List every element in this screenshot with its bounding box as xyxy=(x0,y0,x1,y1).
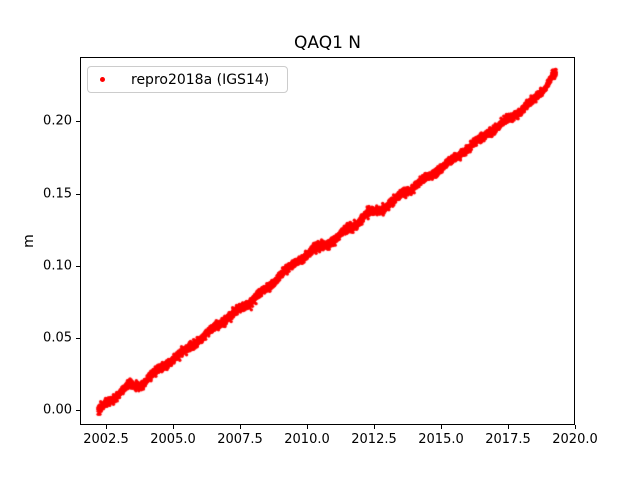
scatter-plot-area xyxy=(80,57,575,425)
x-tick-mark xyxy=(106,425,107,429)
x-tick-label: 2017.5 xyxy=(485,432,531,447)
y-tick-label: 0.20 xyxy=(43,113,72,129)
y-tick-mark xyxy=(76,265,80,267)
y-tick-label: 0.05 xyxy=(43,330,72,346)
x-tick-label: 2007.5 xyxy=(217,432,263,447)
x-tick-label: 2002.5 xyxy=(83,432,129,447)
x-tick-mark xyxy=(575,425,576,429)
x-tick-mark xyxy=(307,425,308,429)
x-tick-mark xyxy=(173,425,174,429)
x-tick-mark xyxy=(508,425,509,429)
legend-marker-dot-icon xyxy=(100,77,105,82)
y-tick-label: 0.00 xyxy=(43,402,72,418)
y-tick-mark xyxy=(76,410,80,412)
x-tick-mark xyxy=(441,425,442,429)
y-tick-mark xyxy=(76,193,80,195)
x-tick-label: 2015.0 xyxy=(418,432,464,447)
y-tick-label: 0.10 xyxy=(43,258,72,274)
x-tick-mark xyxy=(374,425,375,429)
chart-title: QAQ1 N xyxy=(293,33,362,53)
y-axis-label: m xyxy=(21,234,37,248)
legend-box: repro2018a (IGS14) xyxy=(87,66,289,93)
legend-entry-label: repro2018a (IGS14) xyxy=(131,71,270,88)
y-tick-mark xyxy=(76,337,80,339)
y-tick-label: 0.15 xyxy=(43,186,72,201)
x-tick-label: 2005.0 xyxy=(150,432,196,447)
x-tick-label: 2020.0 xyxy=(552,432,598,447)
x-tick-mark xyxy=(240,425,241,429)
y-tick-mark xyxy=(76,121,80,123)
x-tick-label: 2010.0 xyxy=(284,432,330,447)
x-tick-label: 2012.5 xyxy=(351,432,397,447)
